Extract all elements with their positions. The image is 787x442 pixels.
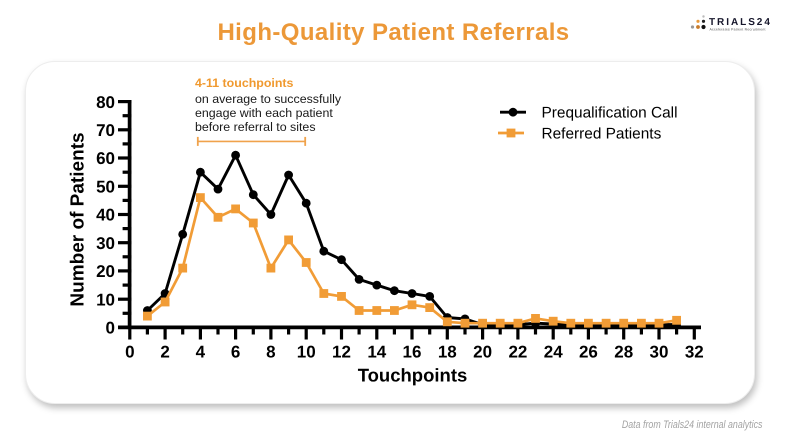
svg-text:Accelerates Patient Recruitmen: Accelerates Patient Recruitment	[710, 28, 766, 32]
svg-text:Touchpoints: Touchpoints	[358, 365, 468, 386]
svg-text:20: 20	[473, 343, 492, 362]
svg-text:32: 32	[685, 343, 704, 362]
svg-text:26: 26	[579, 343, 598, 362]
svg-text:22: 22	[508, 343, 527, 362]
svg-text:6: 6	[231, 343, 240, 362]
svg-text:12: 12	[332, 343, 351, 362]
svg-text:60: 60	[96, 149, 115, 168]
svg-text:20: 20	[96, 262, 115, 281]
svg-text:8: 8	[266, 343, 275, 362]
svg-text:80: 80	[96, 93, 115, 112]
svg-text:30: 30	[96, 234, 115, 253]
svg-text:4: 4	[196, 343, 206, 362]
svg-text:50: 50	[96, 178, 115, 197]
svg-text:Referred Patients: Referred Patients	[542, 125, 662, 142]
svg-text:16: 16	[403, 343, 422, 362]
svg-text:10: 10	[297, 343, 316, 362]
svg-text:14: 14	[367, 343, 386, 362]
svg-text:24: 24	[544, 343, 563, 362]
svg-text:0: 0	[125, 343, 134, 362]
svg-text:TRIALS24: TRIALS24	[709, 17, 772, 28]
svg-text:Number of Patients: Number of Patients	[68, 132, 89, 306]
svg-text:10: 10	[96, 290, 115, 309]
svg-text:30: 30	[650, 343, 669, 362]
svg-text:Prequalification Call: Prequalification Call	[542, 105, 678, 122]
svg-text:28: 28	[614, 343, 633, 362]
svg-text:0: 0	[106, 319, 115, 338]
svg-text:18: 18	[438, 343, 457, 362]
svg-text:70: 70	[96, 121, 115, 140]
svg-text:40: 40	[96, 206, 115, 225]
svg-text:2: 2	[160, 343, 169, 362]
